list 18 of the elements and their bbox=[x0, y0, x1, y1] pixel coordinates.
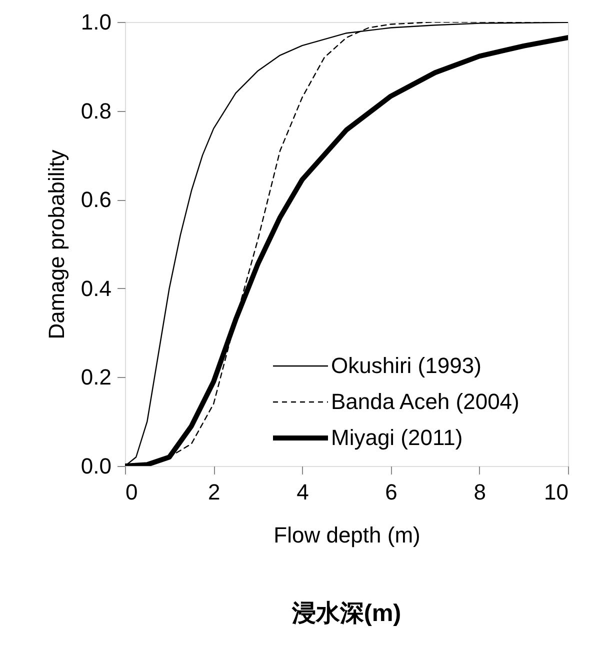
x-tick-label: 2 bbox=[208, 480, 220, 504]
y-tick-label: 0.0 bbox=[80, 454, 112, 478]
y-axis-title: Damage probability bbox=[44, 150, 69, 340]
y-tick-label: 0.2 bbox=[80, 364, 112, 390]
legend-label: Miyagi (2011) bbox=[331, 425, 463, 450]
x-tick-label: 0 bbox=[126, 480, 138, 504]
x-tick-label: 4 bbox=[296, 480, 309, 504]
text: 浸水深(m) bbox=[290, 600, 402, 627]
x-tick-label: 8 bbox=[474, 480, 486, 504]
legend-label: Okushiri (1993) bbox=[331, 353, 482, 378]
x-axis-title: Flow depth (m) bbox=[274, 522, 420, 548]
y-tick-label: 0.4 bbox=[80, 276, 112, 301]
x-tick-label: 10 bbox=[544, 480, 568, 504]
legend-label: Banda Aceh (2004) bbox=[331, 389, 520, 414]
x-tick-label: 6 bbox=[385, 480, 398, 504]
y-tick-label: 0.6 bbox=[80, 187, 112, 212]
y-tick-label: 0.8 bbox=[80, 98, 112, 124]
y-tick-label: 1.0 bbox=[80, 10, 112, 34]
